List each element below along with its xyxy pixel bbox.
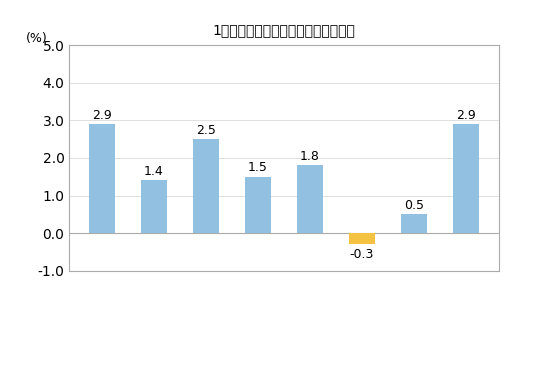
Bar	[297, 165, 323, 233]
Text: 2.9: 2.9	[456, 109, 476, 122]
Bar	[245, 177, 271, 233]
Text: -0.3: -0.3	[350, 248, 374, 261]
Bar	[193, 139, 219, 233]
Text: 0.5: 0.5	[404, 199, 424, 212]
Text: 1.5: 1.5	[248, 161, 268, 174]
Bar	[453, 124, 479, 233]
Text: (%): (%)	[27, 32, 48, 45]
Bar	[141, 180, 167, 233]
Text: 2.5: 2.5	[196, 124, 216, 137]
Text: 2.9: 2.9	[92, 109, 112, 122]
Bar	[349, 233, 375, 244]
Text: 1.4: 1.4	[144, 165, 163, 178]
Text: 1.8: 1.8	[300, 150, 320, 163]
Bar	[401, 214, 427, 233]
Title: 1月份居民消费价格分类别同比涨跌幅: 1月份居民消费价格分类别同比涨跌幅	[213, 23, 355, 37]
Bar	[89, 124, 115, 233]
